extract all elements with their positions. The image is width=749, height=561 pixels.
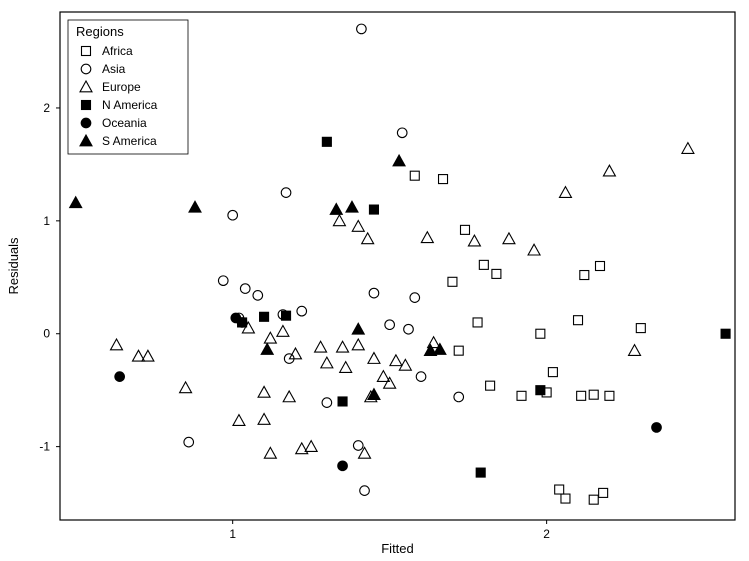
legend-item-label: Oceania [102, 116, 147, 130]
legend-marker-icon [82, 101, 91, 110]
legend-title: Regions [76, 24, 124, 39]
data-point [476, 468, 485, 477]
x-tick-label: 2 [543, 527, 550, 541]
scatter-chart: 1 2 -1 0 1 2 Fitted Residuals Regions Africa Asia E… [0, 0, 749, 561]
data-point [115, 372, 125, 382]
y-tick-label: 2 [43, 101, 50, 115]
y-tick-label: 1 [43, 214, 50, 228]
data-point [260, 312, 269, 321]
x-tick-label: 1 [229, 527, 236, 541]
legend-marker-icon [81, 118, 91, 128]
data-point [322, 137, 331, 146]
data-point [338, 397, 347, 406]
data-point [231, 313, 241, 323]
x-axis-label: Fitted [381, 541, 414, 556]
data-point [536, 386, 545, 395]
data-point [369, 205, 378, 214]
y-tick-label: 0 [43, 327, 50, 341]
data-point [652, 423, 662, 433]
data-point [282, 311, 291, 320]
legend-item-label: Africa [102, 44, 133, 58]
data-point [338, 461, 348, 471]
legend-item-label: Europe [102, 80, 141, 94]
data-point [721, 329, 730, 338]
chart-svg: 1 2 -1 0 1 2 Fitted Residuals Regions Africa Asia E… [0, 0, 749, 561]
legend-item-label: N America [102, 98, 158, 112]
y-axis-label: Residuals [6, 237, 21, 295]
y-tick-label: -1 [39, 440, 50, 454]
legend-item-label: S America [102, 134, 157, 148]
legend-item-label: Asia [102, 62, 126, 76]
